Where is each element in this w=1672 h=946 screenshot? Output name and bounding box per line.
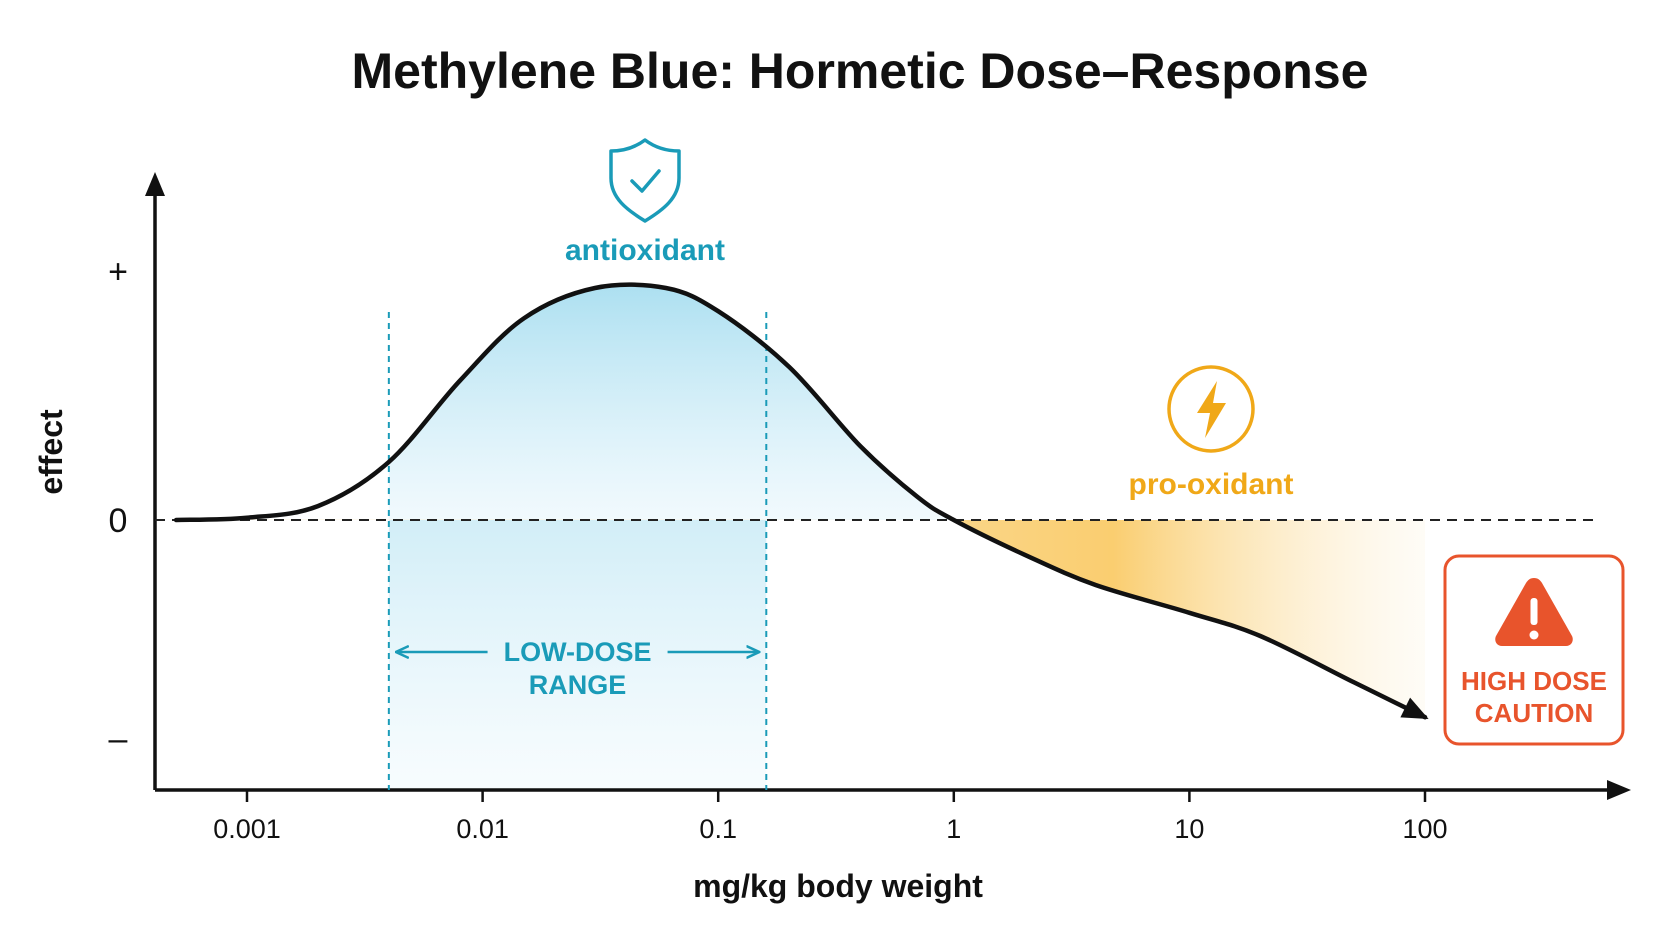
y-axis-label: effect [33,409,69,495]
caution-label-line1: HIGH DOSE [1461,666,1607,696]
low-dose-band [388,520,767,790]
curve-arrow-icon [1400,697,1429,719]
x-ticks: 0.001 0.01 0.1 1 10 100 [213,790,1448,844]
lightning-bolt-icon [1167,365,1255,453]
shield-check-icon [609,138,681,223]
y-tick-plus: + [108,253,128,291]
x-tick-label: 0.1 [699,814,737,844]
x-tick-label: 1 [946,814,961,844]
antioxidant-label: antioxidant [565,234,725,267]
x-tick-label: 0.01 [456,814,509,844]
y-tick-minus: – [109,720,128,758]
antioxidant-area [388,284,954,520]
high-dose-caution-box: HIGH DOSE CAUTION [1443,554,1625,746]
x-tick-label: 0.001 [213,814,281,844]
x-axis-arrow-icon [1607,780,1631,800]
x-tick-label: 100 [1402,814,1447,844]
chart-title: Methylene Blue: Hormetic Dose–Response [352,43,1369,99]
y-axis-arrow-icon [145,172,165,196]
y-tick-zero: 0 [109,502,128,540]
caution-label-line2: CAUTION [1475,698,1593,728]
dose-response-curve [173,282,1428,720]
warning-icon [1495,578,1573,646]
pro-oxidant-label: pro-oxidant [1129,468,1294,501]
x-axis-label: mg/kg body weight [693,868,983,904]
pro-oxidant-area [176,519,1426,718]
low-dose-label-line1: LOW-DOSE [504,637,652,667]
x-tick-label: 10 [1174,814,1204,844]
low-dose-label-line2: RANGE [529,670,627,700]
